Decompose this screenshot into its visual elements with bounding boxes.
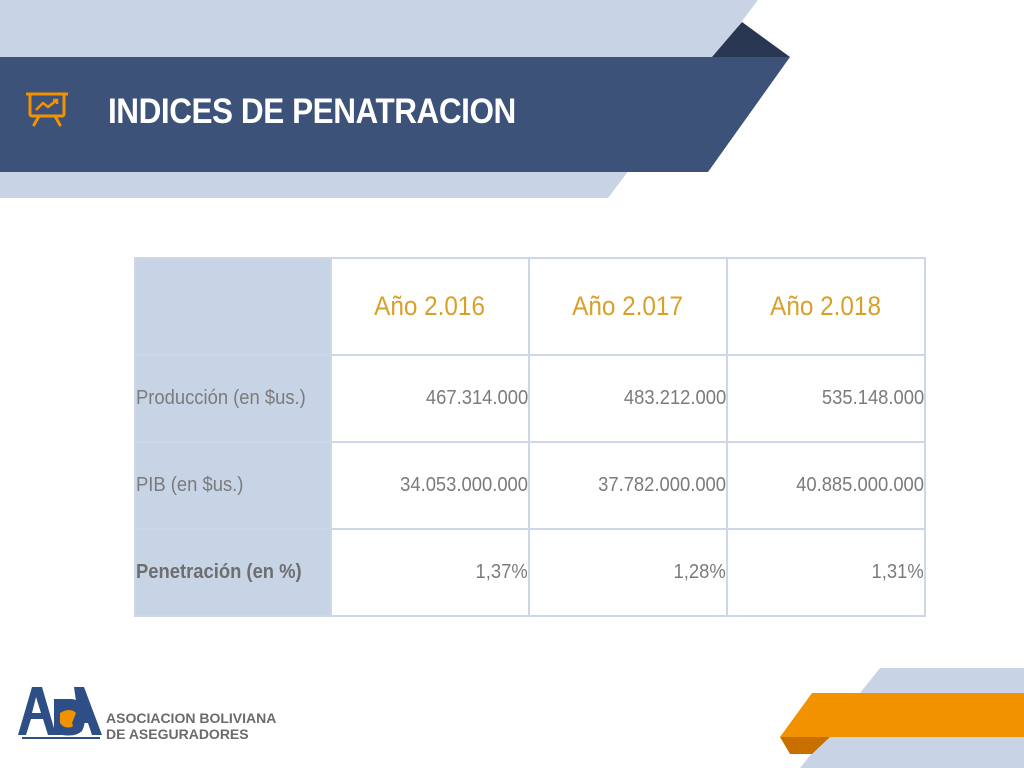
- organization-name-line1: ASOCIACION BOLIVIANA: [106, 710, 277, 726]
- corner-orange-shadow: [780, 737, 830, 754]
- cell-value: 1,31%: [871, 561, 924, 583]
- table-row-pib: PIB (en $us.) 34.053.000.000 37.782.000.…: [134, 441, 926, 530]
- column-header-label: Año 2.018: [770, 291, 882, 321]
- banner-dark-tab: [712, 22, 790, 57]
- row-label-text: Producción (en $us.): [136, 387, 306, 409]
- table-cell: 483.212.000: [528, 354, 728, 443]
- column-header-label: Año 2.016: [374, 291, 486, 321]
- table-row-produccion: Producción (en $us.) 467.314.000 483.212…: [134, 354, 926, 443]
- table-corner-cell: [134, 257, 332, 356]
- cell-value: 467.314.000: [425, 387, 528, 409]
- column-header-2017: Año 2.017: [528, 257, 728, 356]
- table-cell: 34.053.000.000: [330, 441, 530, 530]
- slide-title: INDICES DE PENATRACION: [108, 92, 516, 131]
- organization-name-line2: DE ASEGURADORES: [106, 726, 249, 742]
- row-label-penetracion: Penetración (en %): [134, 528, 332, 617]
- cell-value: 37.782.000.000: [598, 474, 726, 496]
- row-label-text: Penetración (en %): [136, 561, 302, 583]
- row-label-pib: PIB (en $us.): [134, 441, 332, 530]
- column-header-2016: Año 2.016: [330, 257, 530, 356]
- cell-value: 535.148.000: [821, 387, 924, 409]
- table-cell: 1,28%: [528, 528, 728, 617]
- cell-value: 1,28%: [673, 561, 726, 583]
- column-header-2018: Año 2.018: [726, 257, 926, 356]
- row-label-produccion: Producción (en $us.): [134, 354, 332, 443]
- cell-value: 34.053.000.000: [400, 474, 528, 496]
- presentation-chart-icon: [26, 92, 68, 127]
- penetration-table: Año 2.016 Año 2.017 Año 2.018 Producción…: [134, 257, 926, 617]
- table-cell: 1,37%: [330, 528, 530, 617]
- cell-value: 483.212.000: [623, 387, 726, 409]
- table-cell: 37.782.000.000: [528, 441, 728, 530]
- table-cell: 1,31%: [726, 528, 926, 617]
- aba-logo-mark: [18, 687, 102, 739]
- table-cell: 467.314.000: [330, 354, 530, 443]
- organization-logo: ASOCIACION BOLIVIANA DE ASEGURADORES: [18, 683, 288, 743]
- column-header-label: Año 2.017: [572, 291, 684, 321]
- table-row-penetracion: Penetración (en %) 1,37% 1,28% 1,31%: [134, 528, 926, 617]
- row-label-text: PIB (en $us.): [136, 474, 244, 496]
- table-header-row: Año 2.016 Año 2.017 Año 2.018: [134, 257, 926, 356]
- table-cell: 535.148.000: [726, 354, 926, 443]
- corner-orange-band: [780, 693, 1024, 737]
- cell-value: 1,37%: [475, 561, 528, 583]
- cell-value: 40.885.000.000: [796, 474, 924, 496]
- corner-light-band: [800, 668, 1024, 768]
- table-cell: 40.885.000.000: [726, 441, 926, 530]
